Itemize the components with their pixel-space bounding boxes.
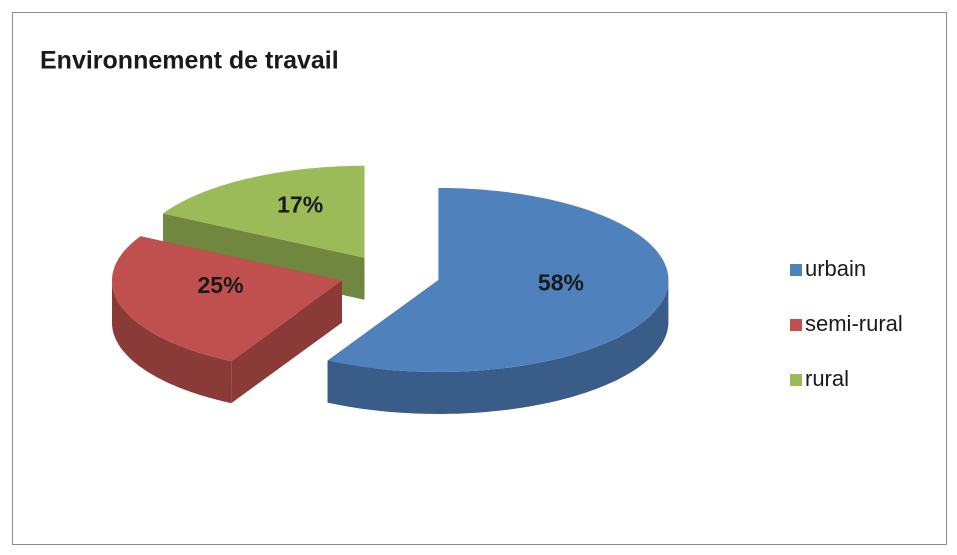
chart-title: Environnement de travail — [40, 47, 339, 75]
value-label: 25% — [197, 272, 243, 298]
slice-side — [327, 280, 669, 414]
slice — [327, 188, 669, 372]
legend-label: semi-rural — [805, 311, 903, 336]
value-label: 58% — [538, 270, 584, 296]
slice — [112, 236, 342, 362]
legend-swatch — [790, 319, 802, 331]
slice-side — [112, 280, 232, 404]
slice — [163, 165, 365, 258]
legend-swatch — [790, 374, 802, 386]
legend-swatch — [790, 264, 802, 276]
legend-label: rural — [805, 366, 849, 391]
legend-label: urbain — [805, 256, 866, 281]
value-label: 17% — [277, 191, 323, 217]
